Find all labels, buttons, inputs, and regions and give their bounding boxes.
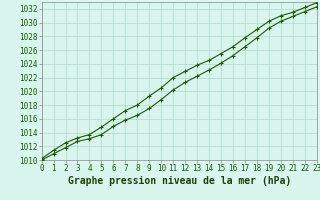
X-axis label: Graphe pression niveau de la mer (hPa): Graphe pression niveau de la mer (hPa): [68, 176, 291, 186]
